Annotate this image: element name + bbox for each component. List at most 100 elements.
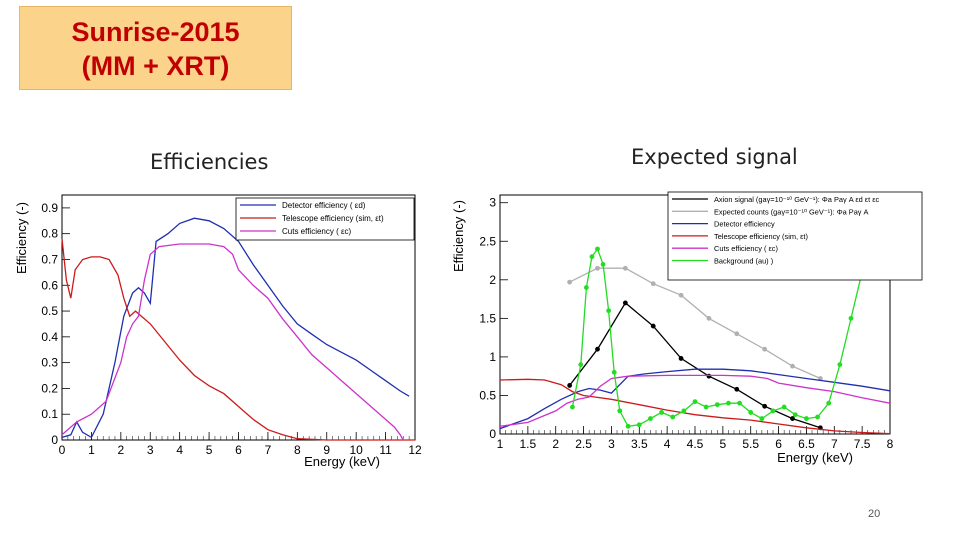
x-tick-label: 6.5 (798, 437, 815, 451)
x-tick-label: 3.5 (631, 437, 648, 451)
y-tick-label: 0.2 (41, 381, 58, 395)
x-tick-label: 9 (323, 443, 330, 457)
x-tick-label: 8 (887, 437, 894, 451)
legend-label: Background (au) ) (714, 257, 773, 266)
x-tick-label: 0 (59, 443, 66, 457)
series-point (636, 422, 642, 428)
legend-label: Detector efficiency ( εd) (282, 201, 366, 210)
series-point (611, 369, 617, 375)
series-point (848, 315, 854, 321)
series-point (659, 410, 664, 415)
series-point (595, 246, 600, 252)
y-axis-label: Efficiency (-) (451, 200, 466, 272)
legend-box (667, 191, 923, 281)
series-point (790, 416, 795, 421)
series-point (792, 412, 798, 418)
series-point (759, 416, 765, 421)
series-line-1 (61, 217, 410, 439)
y-tick-label: 0.6 (41, 278, 58, 292)
x-tick-label: 8 (294, 443, 301, 457)
slide-title-line2: (MM + XRT) (81, 51, 230, 81)
series-line-1 (569, 301, 821, 429)
legend-label: Detector efficiency (714, 220, 775, 229)
series-point (681, 408, 687, 414)
series-point (706, 373, 712, 379)
series-point (770, 408, 776, 414)
x-tick-label: 1 (88, 443, 95, 457)
series-point (703, 404, 709, 410)
series-point (678, 292, 684, 298)
chart-2: 1 1.5 2 2.5 3 3.5 4 4.5 5 5.5 6 6.5 7 7.5 8 0 0.5 1 1.5 2 2.… (451, 191, 923, 465)
slide-title-line1: Sunrise-2015 (71, 17, 240, 47)
y-tick-label: 2.5 (479, 234, 496, 248)
x-tick-label: 6 (235, 443, 242, 457)
y-tick-label: 0.7 (41, 252, 58, 266)
series-point (762, 403, 768, 409)
series-point (595, 265, 600, 271)
series-point (578, 362, 584, 368)
series-point (734, 331, 740, 337)
x-tick-label: 3 (147, 443, 154, 457)
legend-label: Telescope efficiency (sim, εt) (714, 232, 808, 241)
y-tick-label: 3 (489, 196, 496, 210)
x-tick-label: 12 (408, 443, 422, 457)
x-tick-label: 5.5 (742, 437, 759, 451)
x-tick-label: 5 (720, 437, 727, 451)
series-point (737, 400, 742, 406)
series-point (583, 285, 589, 290)
y-tick-label: 1.5 (479, 311, 496, 325)
series-point (595, 346, 600, 352)
series-line-3 (499, 368, 891, 430)
series-point (826, 400, 832, 406)
series-point (650, 281, 656, 287)
series-point (570, 404, 575, 410)
x-tick-label: 2 (117, 443, 124, 457)
series-point (714, 402, 720, 408)
y-tick-label: 2 (489, 273, 496, 287)
x-tick-label: 5 (206, 443, 213, 457)
series-point (692, 399, 698, 405)
x-tick-label: 1.5 (520, 437, 537, 451)
series-point (762, 346, 768, 352)
series-line-5 (499, 374, 891, 427)
x-tick-label: 11 (379, 443, 392, 457)
series-line-4 (499, 378, 891, 435)
y-tick-label: 0.5 (479, 388, 496, 402)
series-point (650, 323, 656, 329)
caption-efficiencies: Efficiencies (150, 150, 269, 174)
series-point (617, 408, 623, 414)
legend-label: Axion signal (gaγ=10⁻¹⁰ GeV⁻¹): Φa Paγ A… (714, 195, 879, 204)
x-tick-label: 4 (664, 437, 671, 451)
legend-label: Cuts efficiency ( εc) (714, 244, 778, 253)
series-point (748, 410, 754, 415)
y-tick-label: 0.1 (41, 407, 58, 421)
series-point (726, 400, 731, 406)
series-point (567, 383, 573, 388)
x-tick-label: 2 (552, 437, 559, 451)
series-point (622, 265, 628, 271)
series-point (648, 416, 653, 421)
chart-1: 0 1 2 3 4 5 6 7 8 9 10 11 1200.10.20.30.40.50.60.70.… (14, 194, 422, 469)
page-number: 20 (868, 508, 881, 520)
series-point (837, 362, 843, 368)
x-tick-label: 3 (608, 437, 615, 451)
legend-label: Telescope efficiency (sim, εt) (282, 214, 384, 223)
series-point (734, 386, 740, 392)
x-tick-label: 2.5 (575, 437, 592, 451)
x-tick-label: 7.5 (854, 437, 871, 451)
series-point (781, 404, 787, 410)
y-tick-label: 0 (51, 433, 58, 447)
x-tick-label: 4.5 (687, 437, 704, 451)
x-tick-label: 6 (775, 437, 782, 451)
series-point (670, 414, 676, 420)
x-tick-label: 1 (497, 437, 504, 451)
legend-label: Expected counts (gaγ=10⁻¹⁰ GeV⁻¹): Φa Pa… (714, 207, 869, 216)
series-point (706, 315, 712, 321)
y-axis-label: Efficiency (-) (14, 202, 29, 274)
series-point (625, 423, 631, 429)
caption-expected-signal: Expected signal (631, 145, 798, 169)
y-tick-label: 1 (489, 350, 496, 364)
x-tick-label: 10 (349, 443, 363, 457)
series-point (815, 414, 820, 420)
